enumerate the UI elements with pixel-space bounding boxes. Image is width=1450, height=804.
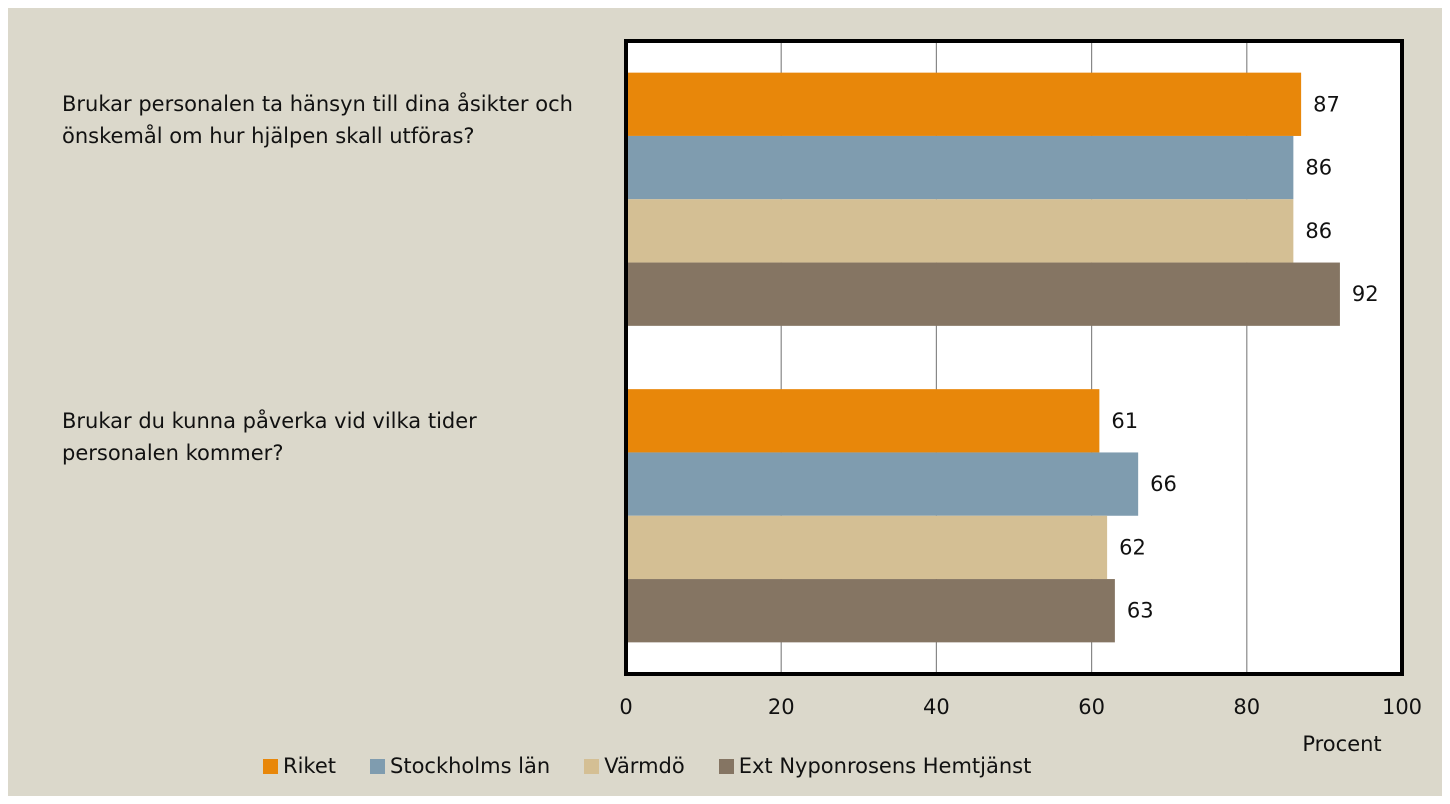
plot-border — [624, 39, 1404, 676]
data-label: 92 — [1352, 282, 1379, 306]
legend: Riket Stockholms län Värmdö Ext Nyponrosens… — [263, 754, 1031, 778]
category-label: Brukar du kunna påverka vid vilka tider … — [62, 408, 477, 465]
legend-label: Ext Nyponrosens Hemtjänst — [738, 754, 1032, 778]
x-tick-label: 80 — [1233, 695, 1260, 719]
data-label: 87 — [1313, 92, 1340, 116]
x-tick-label: 0 — [619, 695, 632, 719]
bar — [626, 389, 1100, 453]
x-tick-label: 100 — [1382, 695, 1422, 719]
bar — [626, 199, 1294, 263]
legend-item: Riket — [263, 754, 336, 778]
legend-item: Värmdö — [584, 754, 685, 778]
legend-label: Värmdö — [604, 754, 685, 778]
bar — [626, 262, 1340, 326]
bar — [626, 579, 1115, 643]
x-axis-label: Procent — [1302, 732, 1381, 756]
x-tick-label: 20 — [768, 695, 795, 719]
legend-label: Riket — [283, 754, 336, 778]
legend-swatch — [263, 758, 278, 774]
bar — [626, 515, 1108, 580]
data-label: 86 — [1305, 156, 1332, 180]
data-label: 61 — [1111, 409, 1138, 433]
data-label: 63 — [1127, 599, 1154, 623]
data-label: 66 — [1150, 472, 1177, 496]
x-tick-label: 60 — [1078, 695, 1105, 719]
legend-label: Stockholms län — [390, 754, 551, 778]
legend-swatch — [584, 758, 600, 774]
bar — [626, 72, 1302, 136]
bar — [626, 452, 1139, 516]
data-label: 62 — [1119, 535, 1146, 559]
category-label: Brukar personalen ta hänsyn till dina ås… — [62, 92, 573, 148]
x-tick-label: 40 — [923, 695, 950, 719]
legend-item: Ext Nyponrosens Hemtjänst — [718, 754, 1032, 778]
legend-swatch — [370, 758, 385, 774]
data-label: 86 — [1305, 219, 1332, 243]
legend-swatch — [718, 758, 734, 774]
legend-item: Stockholms län — [370, 754, 550, 778]
bar — [626, 135, 1294, 200]
